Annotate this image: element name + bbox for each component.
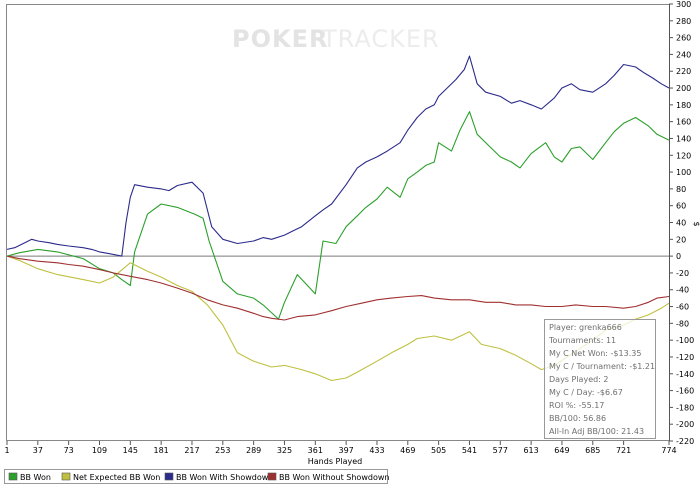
y-tick-label-14: 20 bbox=[676, 235, 686, 244]
y-tick-label-12: 60 bbox=[676, 202, 686, 211]
stats-box: Player: grenka666 Tournaments: 11 My C N… bbox=[544, 319, 656, 439]
stats-box-frame bbox=[544, 319, 656, 439]
stats-bb-per-100: BB/100: 56.86 bbox=[549, 414, 606, 423]
x-tick-label-9: 325 bbox=[277, 446, 292, 455]
x-tick-label-13: 469 bbox=[400, 446, 415, 455]
x-tick-label-20: 721 bbox=[616, 446, 631, 455]
y-tick-label-25: -200 bbox=[676, 420, 694, 429]
y-tick-label-18: -60 bbox=[676, 303, 689, 312]
stats-per-day: My C / Day: -$6.67 bbox=[549, 388, 623, 397]
y-axis: 3002802602402202001801601401201008060402… bbox=[669, 0, 694, 446]
x-tick-label-3: 109 bbox=[92, 446, 107, 455]
stats-days-played: Days Played: 2 bbox=[549, 375, 609, 384]
series-line-0 bbox=[6, 111, 670, 320]
y-tick-label-21: -120 bbox=[676, 353, 694, 362]
stats-roi: ROI %: -55.17 bbox=[549, 401, 604, 410]
y-tick-label-11: 80 bbox=[676, 185, 686, 194]
pokertracker-logo: POKER TRACKER bbox=[232, 25, 440, 53]
y-tick-label-20: -100 bbox=[676, 336, 694, 345]
stats-per-tournament: My C / Tournament: -$1.21 bbox=[549, 362, 655, 371]
legend-swatch-1 bbox=[61, 472, 71, 481]
y-tick-label-22: -140 bbox=[676, 370, 694, 379]
y-tick-label-6: 180 bbox=[676, 101, 691, 110]
y-tick-label-0: 300 bbox=[676, 0, 691, 9]
x-tick-label-15: 541 bbox=[462, 446, 477, 455]
stats-net-won: My C Net Won: -$13.35 bbox=[549, 349, 641, 358]
y-tick-label-7: 160 bbox=[676, 118, 691, 127]
x-tick-label-2: 73 bbox=[64, 446, 74, 455]
x-tick-label-10: 361 bbox=[308, 446, 323, 455]
y-tick-label-16: -20 bbox=[676, 269, 689, 278]
y-tick-label-23: -160 bbox=[676, 387, 694, 396]
series-line-2 bbox=[6, 55, 670, 257]
x-tick-label-4: 145 bbox=[123, 446, 138, 455]
x-tick-label-0: 1 bbox=[4, 446, 9, 455]
x-tick-label-6: 217 bbox=[184, 446, 199, 455]
x-tick-label-21: 774 bbox=[661, 446, 676, 455]
stats-allin-adj: All-In Adj BB/100: 21.43 bbox=[549, 427, 644, 436]
legend-swatch-2 bbox=[164, 472, 174, 481]
x-tick-label-7: 253 bbox=[215, 446, 230, 455]
stats-tournaments: Tournaments: 11 bbox=[548, 336, 616, 345]
y-tick-label-13: 40 bbox=[676, 219, 686, 228]
x-axis: 1 37 73 109 145 181 217 253 289 325 361 397 433 469 50… bbox=[4, 441, 677, 455]
y-tick-label-8: 140 bbox=[676, 134, 691, 143]
x-tick-label-8: 289 bbox=[246, 446, 261, 455]
y-tick-label-2: 260 bbox=[676, 34, 691, 43]
legend-label-1: Net Expected BB Won bbox=[73, 473, 160, 482]
legend-swatch-3 bbox=[267, 472, 277, 481]
y-tick-label-9: 120 bbox=[676, 151, 691, 160]
legend-label-3: BB Won Without Showdown bbox=[279, 473, 389, 482]
x-tick-label-5: 181 bbox=[154, 446, 169, 455]
y-tick-label-4: 220 bbox=[676, 67, 691, 76]
y-tick-label-3: 240 bbox=[676, 50, 691, 59]
y-tick-label-17: -40 bbox=[676, 286, 689, 295]
y-axis-title: $ bbox=[692, 221, 700, 226]
y-tick-label-5: 200 bbox=[676, 84, 691, 93]
y-tick-label-24: -180 bbox=[676, 403, 694, 412]
legend-swatch-0 bbox=[8, 472, 18, 481]
x-tick-label-11: 397 bbox=[338, 446, 353, 455]
legend: BB Won Net Expected BB Won BB Won With Sho… bbox=[4, 469, 389, 484]
x-tick-label-1: 37 bbox=[33, 446, 43, 455]
x-tick-label-16: 577 bbox=[493, 446, 508, 455]
series-lines bbox=[6, 55, 670, 382]
series-line-3 bbox=[6, 255, 670, 321]
x-tick-label-17: 613 bbox=[523, 446, 538, 455]
x-tick-label-14: 505 bbox=[431, 446, 446, 455]
logo-text-tracker: TRACKER bbox=[321, 25, 440, 53]
x-tick-label-12: 433 bbox=[369, 446, 384, 455]
x-tick-label-19: 685 bbox=[585, 446, 600, 455]
legend-label-0: BB Won bbox=[20, 473, 51, 482]
logo-text-poker: POKER bbox=[232, 25, 328, 53]
y-tick-label-26: -220 bbox=[676, 437, 694, 446]
y-tick-label-19: -80 bbox=[676, 319, 689, 328]
y-tick-label-10: 100 bbox=[676, 168, 691, 177]
legend-frame bbox=[4, 469, 388, 484]
legend-label-2: BB Won With Showdown bbox=[176, 473, 273, 482]
y-tick-label-15: 0 bbox=[676, 252, 681, 261]
y-tick-label-1: 280 bbox=[676, 17, 691, 26]
stats-player: Player: grenka666 bbox=[549, 323, 622, 332]
x-axis-title: Hands Played bbox=[308, 457, 362, 466]
x-tick-label-18: 649 bbox=[554, 446, 569, 455]
